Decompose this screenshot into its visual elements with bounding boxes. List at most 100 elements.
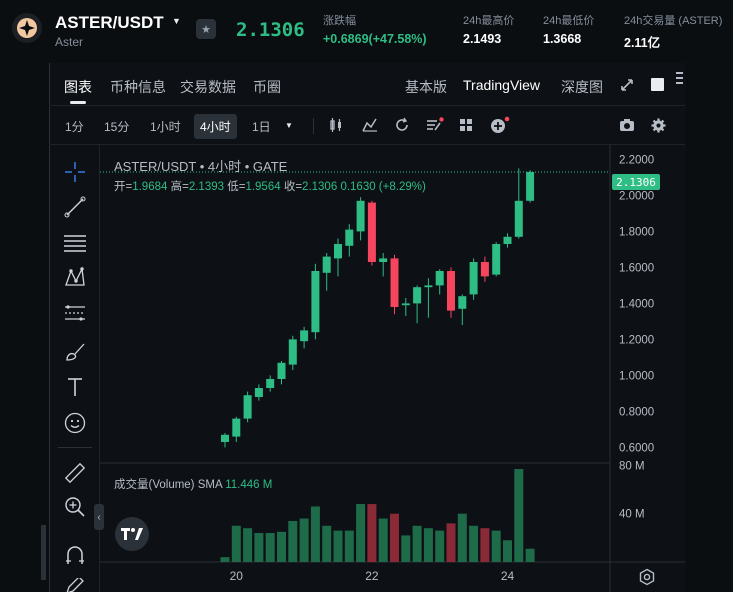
volume-value: 11.446 M [225,479,273,491]
emoji-icon[interactable] [62,410,88,436]
interval-15m[interactable]: 15分 [104,120,130,134]
volume-bar [401,535,411,562]
tab-coin-circle[interactable]: 币圈 [253,79,281,95]
candle-body [379,258,388,262]
candlestick-chart[interactable]: 2.2000 2.0000 1.8000 1.6000 1.4000 1.2000 1.00… [100,145,685,592]
templates-icon[interactable] [426,117,444,136]
volume-bar [514,469,524,562]
price-axis-label: 1.2000 [619,334,654,346]
camera-icon[interactable] [619,118,635,135]
volume-axis-label: 40 M [619,509,645,521]
volume-axis-label: 80 M [619,460,645,472]
volume-bar [469,525,479,562]
stat-value-change: +0.6869(+47.58%) [323,32,427,46]
candle-body [322,256,331,273]
layout-grid-icon[interactable] [458,117,474,136]
trend-line-icon[interactable] [62,194,88,220]
zoom-in-icon[interactable] [62,494,88,520]
star-icon[interactable]: ★ [196,19,216,39]
price-axis-label: 1.6000 [619,262,654,274]
volume-bar [288,520,298,562]
change-value: 0.1630 (+8.29%) [340,181,426,193]
tradingview-logo[interactable] [115,517,149,551]
aster-logo [12,13,42,43]
volume-legend: 成交量(Volume) SMA 11.446 M [114,476,272,492]
candle-body [277,362,286,379]
interval-4h[interactable]: 4小时 [194,114,237,139]
candle-body [356,200,365,232]
panel-scrollbar[interactable] [676,72,684,102]
volume-bar [525,548,535,562]
outer-scrollbar[interactable] [41,525,46,580]
volume-bar [378,518,388,562]
volume-bar [277,531,286,562]
magnet-icon[interactable] [62,543,88,569]
sma-label: SMA [197,479,223,491]
volume-bar [491,530,501,562]
last-price-tag: 2.1306 [612,174,660,190]
volume-bar [243,528,253,562]
candle-body [345,229,354,246]
high-value: 2.1393 [188,181,225,193]
tab-trade-data[interactable]: 交易数据 [180,79,236,95]
candle-body [526,172,535,201]
crosshair-icon[interactable] [62,159,88,185]
candle-body [413,287,422,304]
indicators-icon[interactable] [362,117,378,136]
candle-body [390,258,399,307]
volume-bar [503,540,512,562]
tab-coin-info[interactable]: 币种信息 [110,79,166,95]
open-label: 开= [114,181,133,193]
price-axis-label: 0.6000 [619,442,654,454]
divider [58,447,92,448]
interval-dropdown-icon[interactable]: ▼ [285,121,293,130]
expand-icon[interactable] [620,78,634,95]
price-axis-label: 1.4000 [619,298,654,310]
collapse-toolbar-button[interactable]: ‹ [94,504,104,530]
candle-type-icon[interactable] [328,117,344,136]
fibonacci-icon[interactable] [62,301,88,327]
brush-icon[interactable] [62,339,88,365]
horizontal-lines-icon[interactable] [62,229,88,255]
tab-chart[interactable]: 图表 [64,79,92,95]
pencil-icon[interactable] [62,578,88,592]
time-axis-label: 24 [501,569,515,583]
low-label: 低= [227,181,246,193]
chart-settings-icon[interactable] [638,568,656,586]
volume-bar [367,504,377,562]
volume-bar [299,518,309,562]
chart-legend-title: ASTER/USDT • 4小时 • GATE [114,159,288,174]
pair-title[interactable]: ASTER/USDT [55,13,164,32]
volume-bar [333,530,343,562]
window-icon[interactable] [651,78,664,91]
candle-body [232,418,241,437]
candle-body [447,271,455,311]
volume-bar [265,533,275,562]
low-value: 1.9564 [245,181,281,193]
close-value: 2.1306 [302,181,338,193]
ruler-icon[interactable] [62,460,88,486]
volume-bar [322,525,332,562]
market-header [0,0,733,62]
stat-label-low: 24h最低价 [543,15,595,27]
tab-basic[interactable]: 基本版 [405,79,447,95]
candle-body [469,262,478,295]
volume-bar [446,523,456,562]
interval-1h[interactable]: 1小时 [150,120,181,134]
tab-depth[interactable]: 深度图 [561,79,603,95]
divider [49,105,685,106]
settings-gear-icon[interactable] [651,118,666,136]
chevron-down-icon[interactable]: ▼ [172,16,181,26]
interval-1m[interactable]: 1分 [65,120,84,134]
tab-tradingview[interactable]: TradingView [463,77,541,93]
add-icon[interactable] [490,116,510,137]
text-tool-icon[interactable] [62,374,88,400]
divider [49,144,685,145]
pattern-tool-icon[interactable] [62,264,88,290]
candle-body [254,388,263,397]
interval-1d[interactable]: 1日 [252,120,271,134]
volume-bar [412,525,422,562]
candle-body [503,236,512,244]
refresh-icon[interactable] [394,117,410,136]
ohlc-legend: 开=1.9684 高=2.1393 低=1.9564 收=2.1306 0.16… [114,178,426,194]
